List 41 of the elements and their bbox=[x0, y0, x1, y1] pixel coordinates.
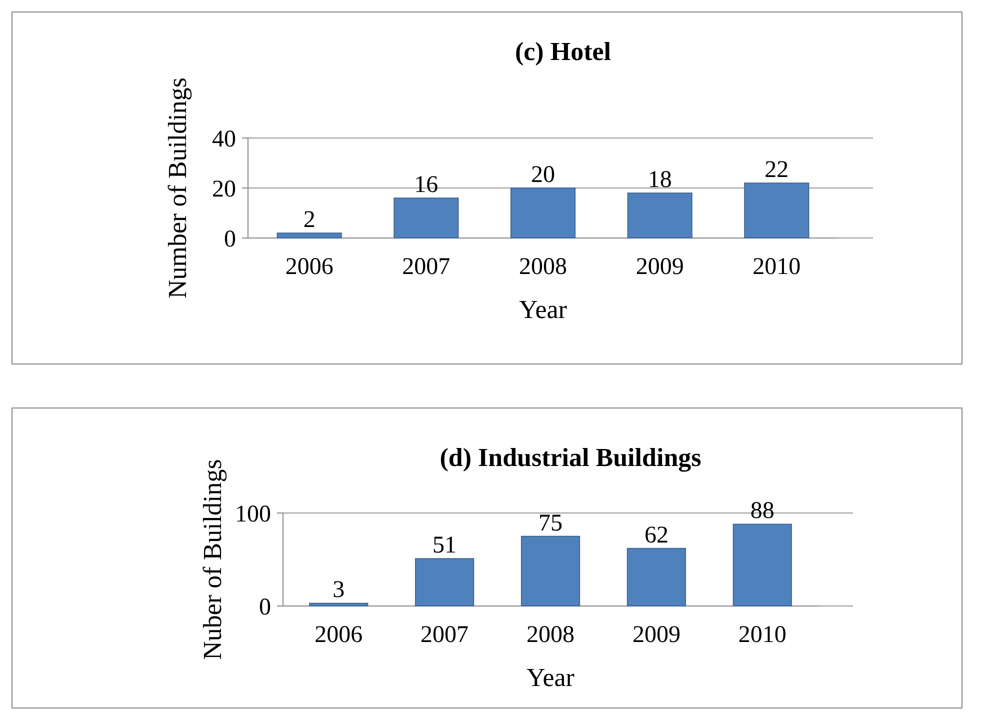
data-label: 75 bbox=[538, 510, 562, 536]
bar bbox=[415, 558, 474, 606]
data-label: 2 bbox=[303, 207, 316, 233]
bar bbox=[732, 524, 792, 606]
y-axis-title: Number of Buildings bbox=[163, 78, 192, 298]
data-label: 18 bbox=[648, 167, 672, 193]
x-tick-label: 2010 bbox=[738, 622, 786, 648]
bar bbox=[394, 198, 459, 238]
chart-title: (d) Industrial Buildings bbox=[440, 443, 702, 472]
bar bbox=[276, 232, 342, 238]
bar bbox=[626, 548, 686, 606]
bar bbox=[510, 188, 576, 238]
data-label: 3 bbox=[332, 577, 345, 604]
bar bbox=[744, 182, 810, 238]
x-tick-label: 2007 bbox=[402, 254, 450, 280]
data-label: 88 bbox=[750, 498, 774, 524]
bar bbox=[627, 192, 692, 238]
chart-title: (c) Hotel bbox=[514, 37, 612, 66]
y-axis-title: Nuber of Buildings bbox=[198, 459, 227, 660]
bar bbox=[520, 536, 580, 606]
x-tick-label: 2006 bbox=[314, 622, 363, 648]
x-tick-label: 2009 bbox=[636, 254, 684, 280]
x-tick-label: 2008 bbox=[519, 254, 567, 280]
y-tick-label: 100 bbox=[235, 501, 271, 528]
x-axis-title: Year bbox=[519, 295, 568, 324]
bar bbox=[309, 602, 368, 606]
data-label: 20 bbox=[531, 162, 555, 188]
x-tick-label: 2008 bbox=[526, 622, 574, 648]
y-tick-label: 20 bbox=[212, 176, 236, 202]
data-label: 22 bbox=[764, 157, 789, 183]
y-tick-label: 0 bbox=[259, 594, 271, 620]
data-label: 16 bbox=[414, 172, 438, 198]
x-tick-label: 2009 bbox=[632, 622, 680, 648]
data-label: 51 bbox=[432, 532, 457, 559]
x-tick-label: 2010 bbox=[752, 254, 801, 280]
data-label: 62 bbox=[644, 522, 668, 548]
x-tick-label: 2007 bbox=[420, 622, 469, 648]
x-tick-label: 2006 bbox=[285, 254, 334, 280]
y-tick-label: 40 bbox=[212, 126, 236, 152]
y-tick-label: 0 bbox=[224, 226, 236, 252]
x-axis-title: Year bbox=[526, 663, 575, 692]
